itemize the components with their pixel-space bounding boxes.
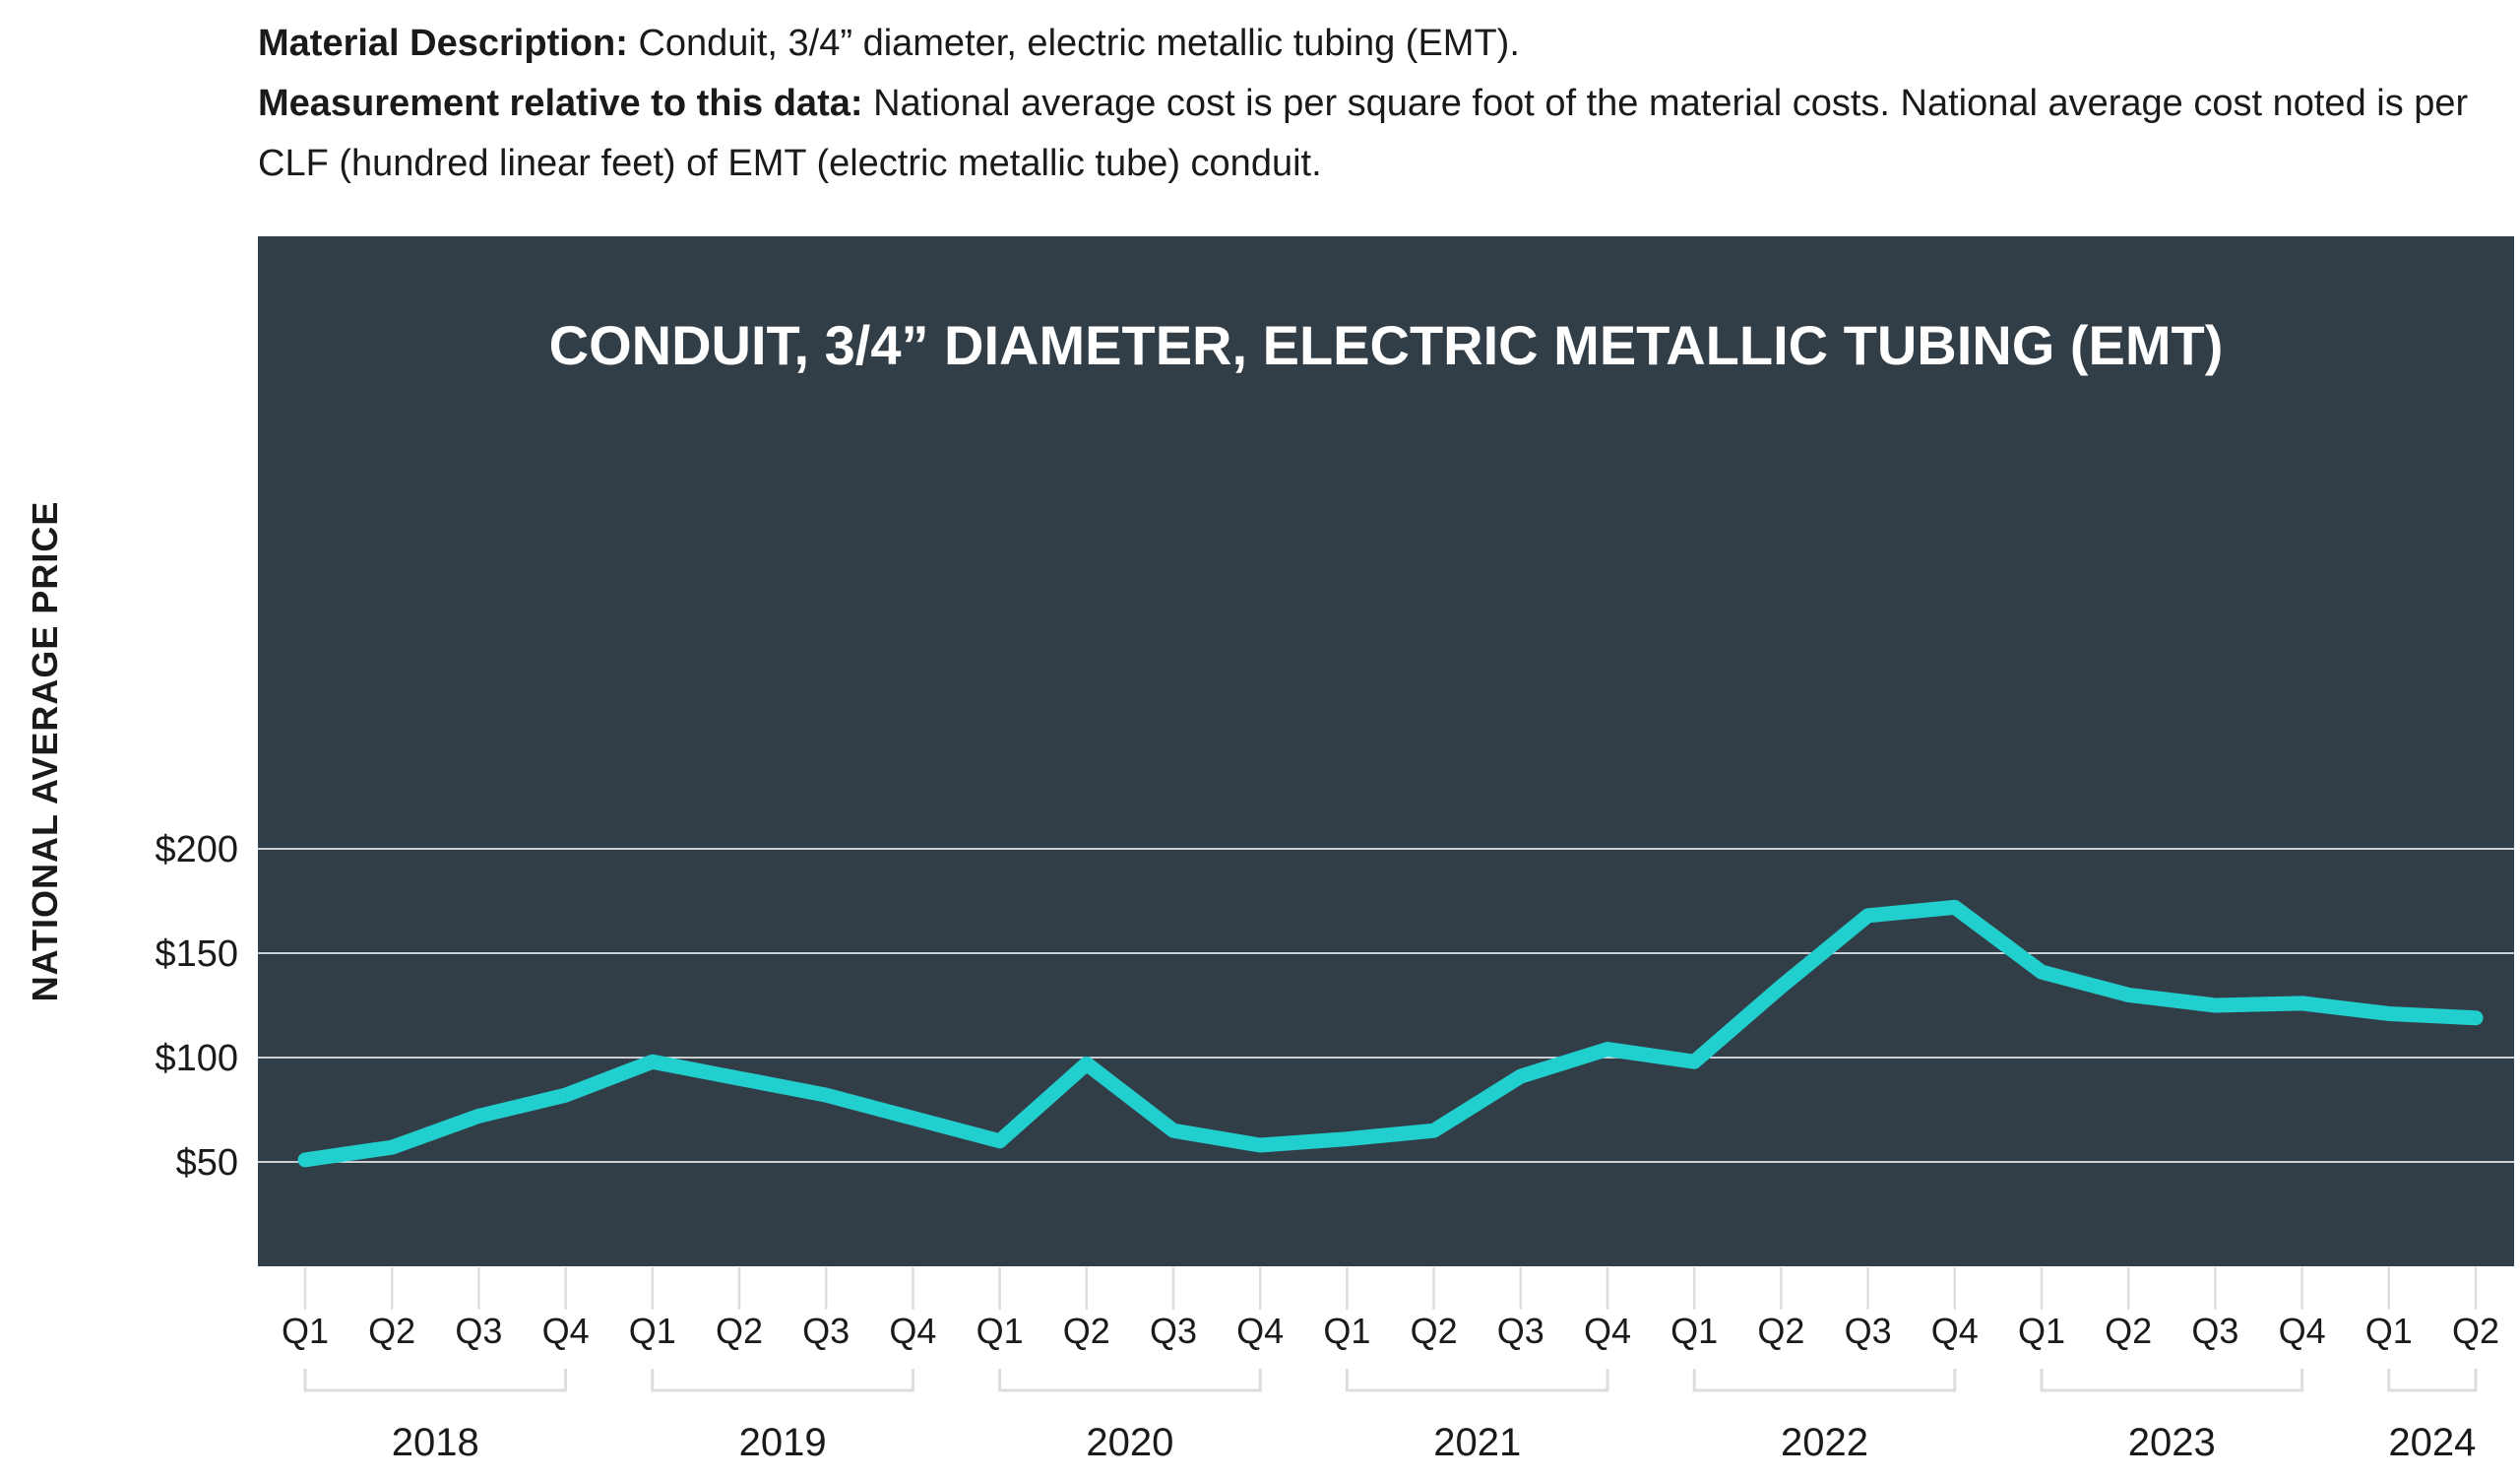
y-tick-label: $50 bbox=[176, 1142, 238, 1184]
data-point bbox=[2301, 1002, 2303, 1004]
data-point bbox=[1520, 1075, 1522, 1077]
x-tick-label: Q2 bbox=[1757, 1311, 1804, 1351]
year-label: 2019 bbox=[739, 1421, 827, 1464]
data-point bbox=[304, 1159, 306, 1161]
data-point bbox=[652, 1061, 654, 1062]
x-tick-label: Q3 bbox=[455, 1311, 502, 1351]
data-point bbox=[825, 1094, 827, 1096]
x-tick-label: Q4 bbox=[1931, 1311, 1979, 1351]
year-label: 2021 bbox=[1433, 1421, 1521, 1464]
x-tick-label: Q2 bbox=[368, 1311, 415, 1351]
y-tick-label: $100 bbox=[155, 1038, 238, 1079]
x-tick-label: Q2 bbox=[1411, 1311, 1458, 1351]
data-point bbox=[738, 1077, 740, 1079]
year-label: 2020 bbox=[1086, 1421, 1173, 1464]
x-tick-label: Q3 bbox=[802, 1311, 850, 1351]
year-bracket bbox=[1694, 1369, 1955, 1390]
x-tick-label: Q3 bbox=[1150, 1311, 1197, 1351]
data-point bbox=[1259, 1144, 1261, 1146]
data-point bbox=[2475, 1017, 2477, 1019]
x-tick-label: Q2 bbox=[2105, 1311, 2152, 1351]
data-point bbox=[391, 1146, 393, 1148]
year-label: 2022 bbox=[1781, 1421, 1868, 1464]
x-tick-label: Q4 bbox=[1584, 1311, 1631, 1351]
data-point bbox=[2127, 994, 2129, 996]
year-label: 2024 bbox=[2388, 1421, 2476, 1464]
data-point bbox=[912, 1117, 914, 1119]
data-point bbox=[1086, 1062, 1088, 1064]
chart-panel bbox=[258, 236, 2514, 1266]
y-tick-label: $150 bbox=[155, 933, 238, 975]
x-tick-label: Q1 bbox=[629, 1311, 676, 1351]
year-bracket bbox=[1000, 1369, 1261, 1390]
year-bracket bbox=[653, 1369, 914, 1390]
year-bracket bbox=[2389, 1369, 2476, 1390]
y-tick-label: $200 bbox=[155, 829, 238, 870]
y-tick-labels: $50 $100 $150 $200 bbox=[155, 829, 238, 1184]
data-point bbox=[1433, 1129, 1435, 1131]
x-ticks: Q1 Q2 Q3 Q4 Q1 Q2 Q3 Q4 Q1 Q2 Q3 Q4 Q1 Q2 Q3 Q4 Q1 Q2 Q3 Q4… bbox=[282, 1267, 2499, 1351]
year-label: 2023 bbox=[2128, 1421, 2216, 1464]
x-tick-label: Q2 bbox=[716, 1311, 763, 1351]
x-tick-label: Q1 bbox=[1670, 1311, 1718, 1351]
year-brackets: 2018 2019 2020 2021 2022 2023 2024 bbox=[305, 1369, 2476, 1464]
x-tick-label: Q1 bbox=[2018, 1311, 2065, 1351]
year-label: 2018 bbox=[392, 1421, 479, 1464]
data-point bbox=[1606, 1049, 1608, 1051]
x-tick-label: Q1 bbox=[2365, 1311, 2413, 1351]
x-tick-label: Q1 bbox=[1323, 1311, 1370, 1351]
x-tick-label: Q1 bbox=[282, 1311, 329, 1351]
x-tick-label: Q4 bbox=[1236, 1311, 1284, 1351]
data-point bbox=[565, 1094, 567, 1096]
x-tick-label: Q3 bbox=[1497, 1311, 1544, 1351]
x-tick-label: Q2 bbox=[1063, 1311, 1110, 1351]
year-bracket bbox=[2042, 1369, 2302, 1390]
data-point bbox=[1346, 1138, 1348, 1140]
data-point bbox=[1172, 1129, 1174, 1131]
y-axis-label: NATIONAL AVERAGE PRICE bbox=[25, 501, 65, 1002]
x-tick-label: Q3 bbox=[1845, 1311, 1892, 1351]
x-tick-label: Q3 bbox=[2191, 1311, 2238, 1351]
x-tick-label: Q4 bbox=[542, 1311, 590, 1351]
data-point bbox=[1954, 906, 1956, 908]
year-bracket bbox=[305, 1369, 566, 1390]
line-chart: CONDUIT, 3/4” DIAMETER, ELECTRIC METALLI… bbox=[0, 0, 2520, 1479]
x-tick-label: Q4 bbox=[2279, 1311, 2326, 1351]
x-tick-label: Q1 bbox=[976, 1311, 1024, 1351]
data-point bbox=[1780, 986, 1782, 988]
x-tick-label: Q2 bbox=[2452, 1311, 2499, 1351]
data-point bbox=[1867, 915, 1869, 917]
data-point bbox=[1693, 1061, 1695, 1062]
data-point bbox=[2388, 1012, 2390, 1014]
chart-title: CONDUIT, 3/4” DIAMETER, ELECTRIC METALLI… bbox=[549, 314, 2224, 376]
data-point bbox=[2041, 971, 2043, 973]
data-point bbox=[2214, 1004, 2216, 1006]
year-bracket bbox=[1347, 1369, 1607, 1390]
data-point bbox=[477, 1115, 479, 1117]
data-point bbox=[999, 1140, 1001, 1142]
x-tick-label: Q4 bbox=[889, 1311, 936, 1351]
